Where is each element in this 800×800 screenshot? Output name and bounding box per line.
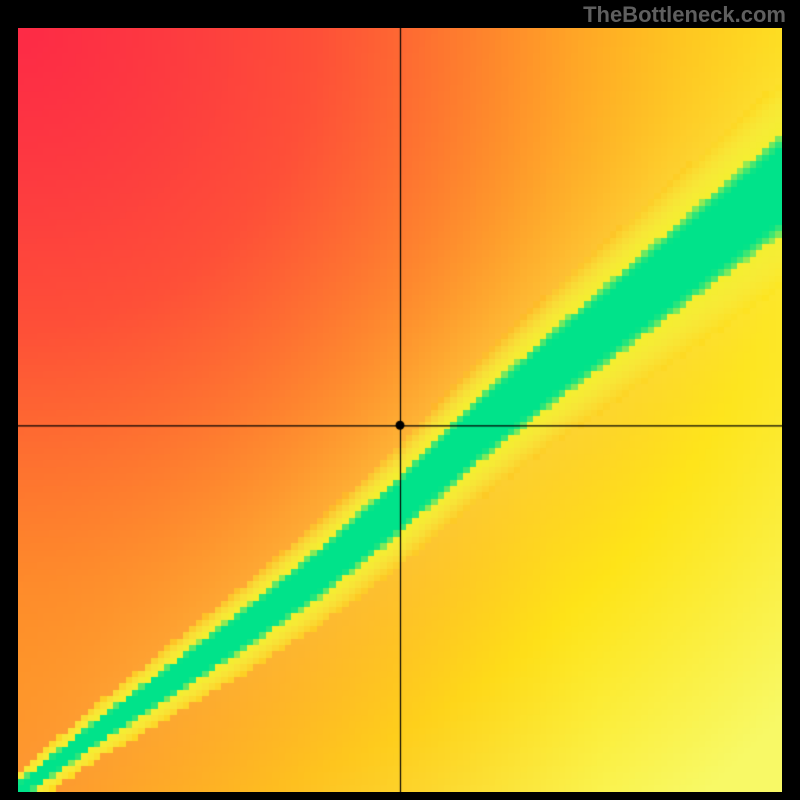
watermark-text: TheBottleneck.com	[583, 2, 786, 28]
bottleneck-heatmap	[18, 28, 782, 792]
figure-container: TheBottleneck.com	[0, 0, 800, 800]
